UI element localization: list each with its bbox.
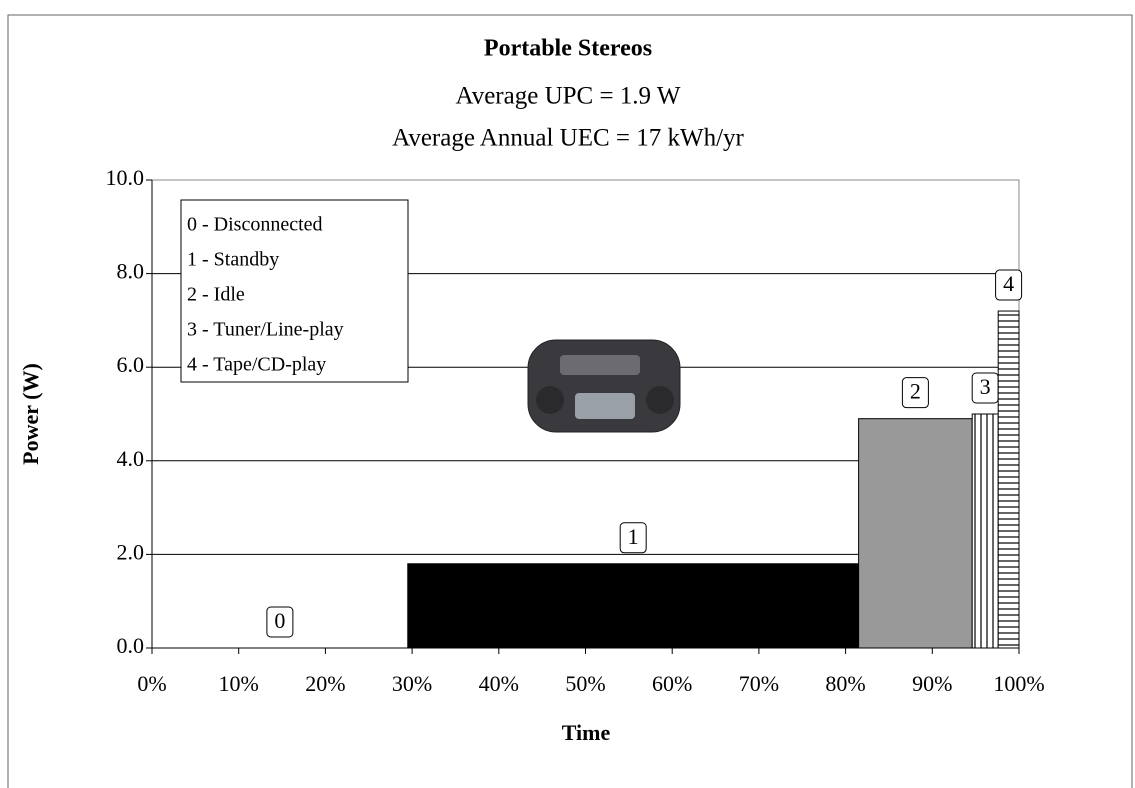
- bar-label-box: 3: [971, 372, 999, 404]
- legend-box: [180, 199, 409, 383]
- y-tick-label: 2.0: [117, 539, 145, 564]
- label-box: [995, 269, 1023, 301]
- x-tick-label: 100%: [993, 671, 1044, 696]
- bar-label: 0: [274, 608, 285, 633]
- bar: [971, 413, 999, 649]
- y-tick-label: 0.0: [117, 633, 145, 658]
- frame: [7, 14, 1133, 788]
- y-axis-label: Power (W): [18, 363, 43, 465]
- y-tick-label: 6.0: [117, 352, 145, 377]
- bar-label-box: 0: [266, 606, 294, 638]
- x-tick-label: 40%: [479, 671, 519, 696]
- bar-label: 3: [980, 374, 991, 399]
- legend-entry: 4 - Tape/CD-play: [187, 354, 326, 376]
- legend: 0 - Disconnected 1 - Standby 2 - Idle 3 - T…: [180, 199, 409, 383]
- legend-entry: 0 - Disconnected: [187, 214, 323, 236]
- label-box: [266, 606, 294, 638]
- chart-subtitle: Average UPC = 1.9 W: [456, 83, 681, 110]
- legend-entry: 2 - Idle: [187, 284, 245, 306]
- x-tick-label: 50%: [565, 671, 605, 696]
- label-box: [901, 377, 929, 409]
- legend-entry: 3 - Tuner/Line-play: [187, 319, 344, 341]
- x-axis-label: Time: [562, 720, 611, 745]
- x-tick-label: 70%: [739, 671, 779, 696]
- bar-label: 1: [628, 524, 639, 549]
- chart-title: Portable Stereos: [484, 36, 652, 62]
- plot-area: 0.0 2.0 4.0 6.0 8.0 10.0 0% 10% 20% 30% 40% 50% 60% 7…: [106, 165, 1045, 696]
- x-tick-label: 80%: [825, 671, 865, 696]
- bar-label-box: 4: [995, 269, 1023, 301]
- x-tick-label: 60%: [652, 671, 692, 696]
- x-tick-label: 30%: [392, 671, 432, 696]
- bar-label-box: 1: [619, 522, 647, 554]
- bar-label: 4: [1003, 271, 1014, 296]
- bar: [858, 418, 973, 649]
- chart-subtitle: Average Annual UEC = 17 kWh/yr: [392, 125, 744, 152]
- y-tick-label: 10.0: [106, 165, 145, 190]
- x-tick-label: 0%: [137, 671, 166, 696]
- x-tick-label: 20%: [305, 671, 345, 696]
- bar-label: 2: [910, 379, 921, 404]
- x-tick-label: 90%: [912, 671, 952, 696]
- y-tick-label: 4.0: [117, 446, 145, 471]
- product-image: [527, 339, 681, 433]
- bar: [407, 563, 860, 649]
- y-tick-label: 8.0: [117, 259, 145, 284]
- bar: [997, 310, 1020, 649]
- bar-label-box: 2: [901, 377, 929, 409]
- x-tick-label: 10%: [219, 671, 259, 696]
- legend-entry: 1 - Standby: [187, 249, 279, 271]
- label-box: [619, 522, 647, 554]
